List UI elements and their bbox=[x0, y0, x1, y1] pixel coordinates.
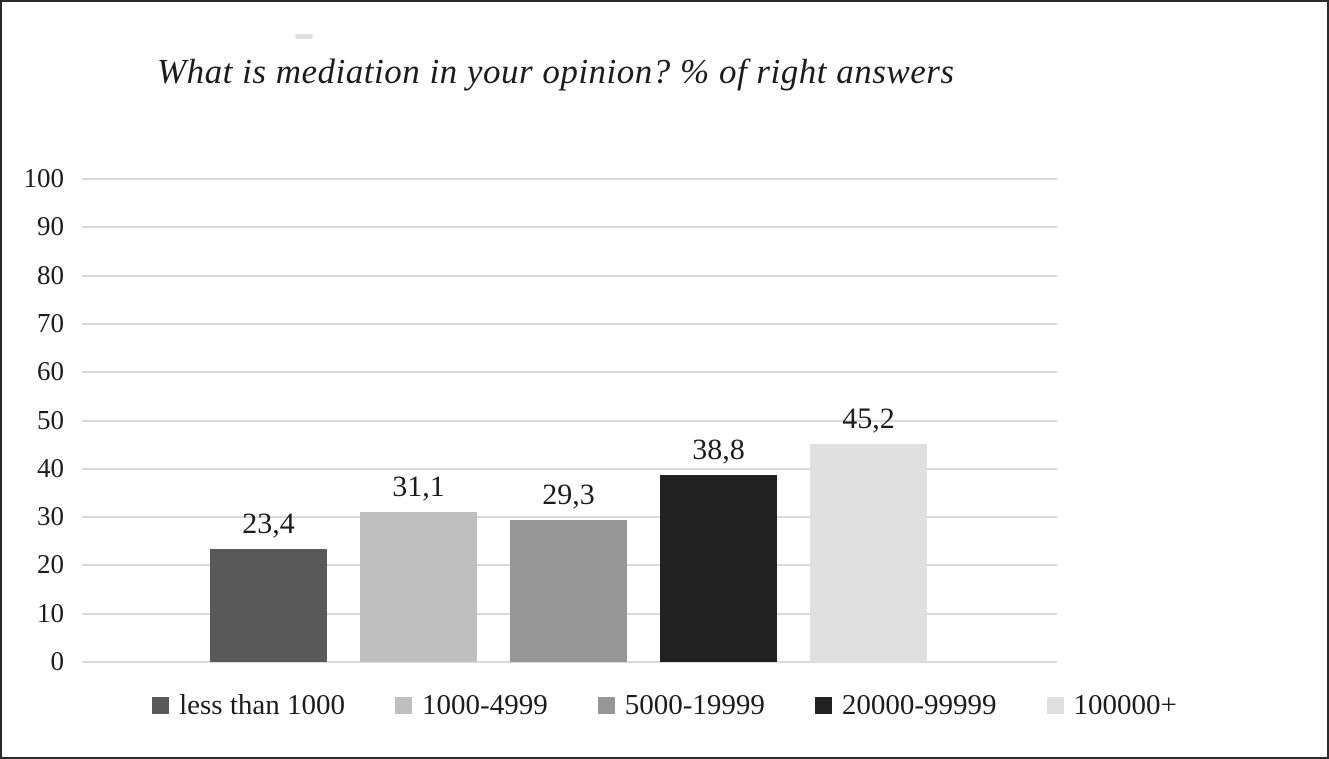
y-tick-label: 100 bbox=[23, 163, 65, 193]
gridline-60 bbox=[82, 371, 1057, 374]
bar-value-label: 29,3 bbox=[542, 478, 595, 512]
y-tick-label: 50 bbox=[37, 404, 64, 435]
y-tick-label: 0 bbox=[50, 646, 65, 676]
legend-label: 5000-19999 bbox=[624, 689, 765, 721]
plot-area: 23,4 31,1 29,3 38,8 45,2 bbox=[82, 178, 1057, 663]
bar-value-label: 45,2 bbox=[842, 401, 895, 435]
legend-item-20000-99999: 20000-99999 bbox=[814, 688, 997, 722]
legend-item-100000+: 100000+ bbox=[1046, 688, 1177, 722]
y-tick-label: 40 bbox=[37, 452, 64, 483]
y-tick-label: 30 bbox=[37, 501, 64, 532]
y-tick-label: 80 bbox=[37, 259, 64, 290]
bar-5000-19999 bbox=[510, 520, 627, 662]
bar-1000-4999 bbox=[360, 511, 477, 662]
bar-less-than-1000 bbox=[210, 548, 327, 662]
legend-swatch-icon bbox=[814, 696, 832, 714]
y-tick-label: 60 bbox=[37, 356, 64, 387]
legend: less than 1000 1000-4999 5000-19999 20000-9… bbox=[2, 688, 1327, 722]
bar-100000+ bbox=[810, 443, 927, 662]
bar-value-label: 38,8 bbox=[692, 432, 745, 466]
y-tick-label: 90 bbox=[37, 211, 64, 242]
legend-swatch-icon bbox=[152, 696, 170, 714]
y-tick-label: 10 bbox=[37, 597, 64, 628]
legend-label: 20000-99999 bbox=[841, 689, 997, 721]
legend-item-less-than-1000: less than 1000 bbox=[152, 688, 345, 722]
chart-title: What is mediation in your opinion? % of … bbox=[157, 52, 955, 91]
legend-swatch-icon bbox=[395, 696, 413, 714]
legend-item-5000-19999: 5000-19999 bbox=[597, 688, 765, 722]
gridline-40 bbox=[82, 467, 1057, 470]
y-axis: 0 10 20 30 40 50 60 70 80 90 100 bbox=[2, 2, 68, 757]
legend-item-1000-4999: 1000-4999 bbox=[395, 688, 548, 722]
bar-value-label: 23,4 bbox=[242, 506, 295, 540]
legend-label: 100000+ bbox=[1073, 689, 1177, 721]
bar-20000-99999 bbox=[660, 474, 777, 662]
gridline-70 bbox=[82, 322, 1057, 325]
legend-swatch-icon bbox=[597, 696, 615, 714]
gridline-50 bbox=[82, 419, 1057, 422]
gridline-30 bbox=[82, 516, 1057, 519]
smudge-mark bbox=[295, 34, 313, 39]
gridline-100 bbox=[82, 178, 1057, 180]
gridline-90 bbox=[82, 226, 1057, 229]
gridline-80 bbox=[82, 274, 1057, 277]
gridline-0 bbox=[82, 661, 1057, 663]
legend-label: 1000-4999 bbox=[422, 689, 548, 721]
legend-swatch-icon bbox=[1046, 696, 1064, 714]
y-tick-label: 70 bbox=[37, 307, 64, 338]
legend-label: less than 1000 bbox=[179, 689, 346, 721]
bar-value-label: 31,1 bbox=[392, 469, 445, 503]
y-tick-label: 20 bbox=[37, 549, 64, 580]
